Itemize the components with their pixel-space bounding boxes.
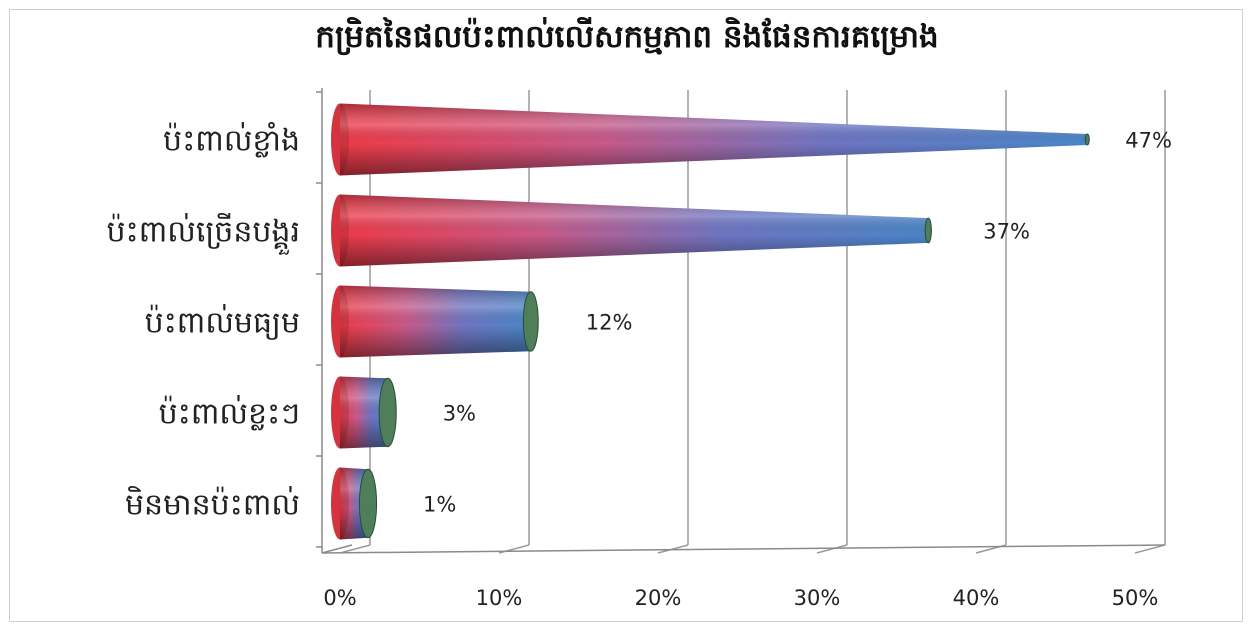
category-label: ប៉ះពាល់មធ្យម (145, 304, 300, 341)
data-label: 3% (443, 402, 476, 426)
x-tick-label: 50% (1112, 586, 1159, 610)
gridline-floor (339, 544, 371, 554)
bar-end (1084, 133, 1090, 146)
category-label: ប៉ះពាល់ខ្លាំង (163, 122, 300, 159)
bars-layer (331, 103, 1090, 540)
floor-edge (321, 544, 353, 554)
chart-frame (9, 9, 1243, 622)
category-label: មិនមានប៉ះពាល់ (125, 486, 300, 523)
data-label: 12% (586, 311, 633, 335)
data-label: 37% (983, 220, 1030, 244)
data-label: 1% (423, 493, 456, 517)
bar-shading (340, 194, 929, 267)
x-tick-label: 30% (794, 586, 841, 610)
x-axis-line (321, 544, 1166, 554)
chart-title: កម្រិតនៃផលប៉ះពាល់លើសកម្មភាព និងផែនការគម្… (315, 19, 939, 55)
x-tick-label: 0% (323, 586, 356, 610)
data-label: 47% (1125, 129, 1172, 153)
labels-layer: 0% 10% 20% 30% 40% 50% 47% ប៉ះពាល់ខ្លាំង 37% ប៉ះព… (106, 122, 1172, 611)
category-label: ប៉ះពាល់ខ្លះៗ (159, 395, 300, 432)
bar-shading (340, 103, 1088, 176)
bar-front (331, 285, 349, 358)
gridline-floor (816, 544, 848, 554)
bar-end (924, 217, 932, 244)
bar-end (358, 468, 378, 539)
category-label: ប៉ះពាល់ច្រើនបង្គួរ (106, 213, 300, 256)
bar-end (378, 377, 397, 448)
bar-end (522, 291, 539, 352)
bar-front (331, 194, 349, 267)
gridline-floor (1134, 544, 1166, 554)
x-tick-label: 20% (635, 586, 682, 610)
x-tick-label: 40% (953, 586, 1000, 610)
bar-shading (340, 376, 388, 449)
bar-shading (340, 285, 531, 358)
bar-front (331, 467, 349, 540)
bar-front (331, 103, 349, 176)
bar-front (331, 376, 349, 449)
x-tick-label: 10% (476, 586, 523, 610)
